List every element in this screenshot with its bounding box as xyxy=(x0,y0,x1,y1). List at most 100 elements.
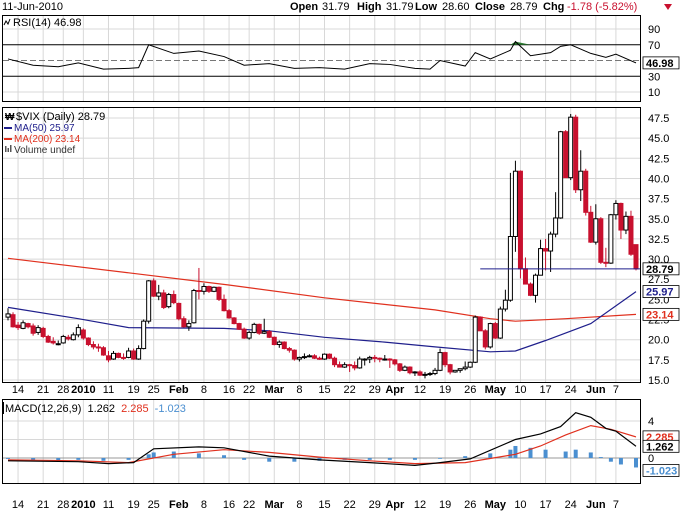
macd-histogram-bar xyxy=(292,458,297,462)
candle-body xyxy=(452,369,458,373)
macd-histogram-bar xyxy=(151,452,156,458)
macd-histogram-bar xyxy=(56,458,61,461)
x-axis-label: Jun xyxy=(586,384,606,396)
x-axis-label: 16 xyxy=(223,499,235,511)
high-value: 31.79 xyxy=(386,1,414,13)
symbol-legend: $VIX (Daily) 28.79 xyxy=(16,111,105,123)
macd-histogram-bar xyxy=(126,458,131,460)
macd-legend-macd: 1.262 xyxy=(87,403,115,415)
candle-body xyxy=(447,364,453,373)
candle-body xyxy=(70,334,76,341)
macd-histogram-bar xyxy=(588,452,593,458)
candle-body xyxy=(527,283,533,296)
candle-body xyxy=(568,116,574,179)
candle-body xyxy=(397,363,403,371)
ma200-value-tag: 23.14 xyxy=(646,309,674,321)
macd-histogram-bar xyxy=(618,458,623,465)
candle-body xyxy=(608,214,614,264)
candle-body xyxy=(80,329,86,339)
candle-body xyxy=(613,202,619,216)
x-axis-label: 28 xyxy=(57,384,69,396)
macd-histogram-bar xyxy=(543,449,548,458)
candle-body xyxy=(357,358,363,369)
x-axis-label: 22 xyxy=(243,499,255,511)
macd-histogram-bar xyxy=(563,451,568,458)
macd-histogram-bar xyxy=(412,458,417,460)
candle-body xyxy=(367,356,373,360)
x-axis-label: May xyxy=(485,499,507,511)
macd-histogram-bar xyxy=(513,445,518,458)
x-axis-label: 8 xyxy=(296,384,302,396)
candle-body xyxy=(633,244,639,270)
x-axis-label: 14 xyxy=(12,384,24,396)
rsi-panel-frame xyxy=(2,15,641,102)
macd-panel-frame xyxy=(2,399,641,484)
candle-body xyxy=(316,357,322,360)
x-axis-label: Jun xyxy=(586,499,606,511)
candle-body xyxy=(196,290,202,293)
candle-body xyxy=(437,352,443,371)
macd-histogram-bar xyxy=(101,458,106,461)
x-axis-label: 29 xyxy=(369,499,381,511)
candle-body xyxy=(603,261,609,264)
high-label: High xyxy=(357,1,382,13)
x-axis-label: 21 xyxy=(37,499,49,511)
x-axis-label: Mar xyxy=(264,384,284,396)
macd-legend-marker xyxy=(2,402,4,414)
candle-body xyxy=(30,325,36,334)
x-axis-label: Feb xyxy=(169,384,189,396)
price-tick-label: 45.0 xyxy=(648,133,669,145)
macd-histogram-bar xyxy=(242,458,247,460)
macd-histogram-bar xyxy=(438,458,443,459)
x-axis-label: 8 xyxy=(201,384,207,396)
x-axis-label: 22 xyxy=(344,384,356,396)
macd-histogram-bar xyxy=(387,458,392,460)
x-axis-label: 12 xyxy=(414,499,426,511)
candle-body xyxy=(171,294,177,304)
x-axis-label: 28 xyxy=(57,499,69,511)
candle-body xyxy=(226,310,232,319)
x-axis-label: 15 xyxy=(318,499,330,511)
candle-body xyxy=(492,323,498,339)
candle-body xyxy=(482,330,488,348)
macd-histogram-bar xyxy=(76,458,81,460)
candle-body xyxy=(332,357,338,366)
x-axis-label: 8 xyxy=(296,499,302,511)
candle-body xyxy=(181,318,187,328)
x-axis-label: 7 xyxy=(613,384,619,396)
x-axis-label: 10 xyxy=(514,384,526,396)
macd-histogram-bar xyxy=(6,458,10,459)
x-axis-label: 19 xyxy=(439,384,451,396)
x-axis-label: 19 xyxy=(439,499,451,511)
rsi-tick-label: 10 xyxy=(648,87,660,99)
volume-legend: Volume undef xyxy=(14,145,75,156)
macd-histogram-bar xyxy=(367,458,372,460)
chg-value: -1.78 (-5.82%) xyxy=(567,1,637,13)
candle-body xyxy=(186,323,192,328)
candle-body xyxy=(497,308,503,339)
macd-histogram-bar xyxy=(508,449,513,458)
x-axis-label: 22 xyxy=(344,499,356,511)
close-value: 28.79 xyxy=(510,1,538,13)
price-tick-label: 37.5 xyxy=(648,194,669,206)
candle-body xyxy=(90,344,96,348)
candle-body xyxy=(111,352,117,360)
x-axis-label: Apr xyxy=(385,384,405,396)
candle-body xyxy=(261,331,267,334)
candle-body xyxy=(156,292,162,297)
candle-body xyxy=(392,359,398,365)
macd-histogram-bar xyxy=(31,458,36,460)
candle-body xyxy=(281,341,287,350)
ma200-legend: MA(200) 23.14 xyxy=(14,134,81,145)
candle-legend-icon: ₩ xyxy=(5,112,15,123)
candle-body xyxy=(116,352,122,358)
macd-legend: MACD(12,26,9) 1.262 2.285 -1.023 xyxy=(5,403,186,415)
macd-tick-label: 0 xyxy=(648,453,654,465)
x-axis-label: 17 xyxy=(539,499,551,511)
candle-body xyxy=(472,316,478,363)
macd-legend-hist: -1.023 xyxy=(155,403,186,415)
candle-body xyxy=(417,371,423,376)
candle-body xyxy=(236,323,242,330)
x-axis-label: 25 xyxy=(148,499,160,511)
x-axis-label: 22 xyxy=(243,384,255,396)
